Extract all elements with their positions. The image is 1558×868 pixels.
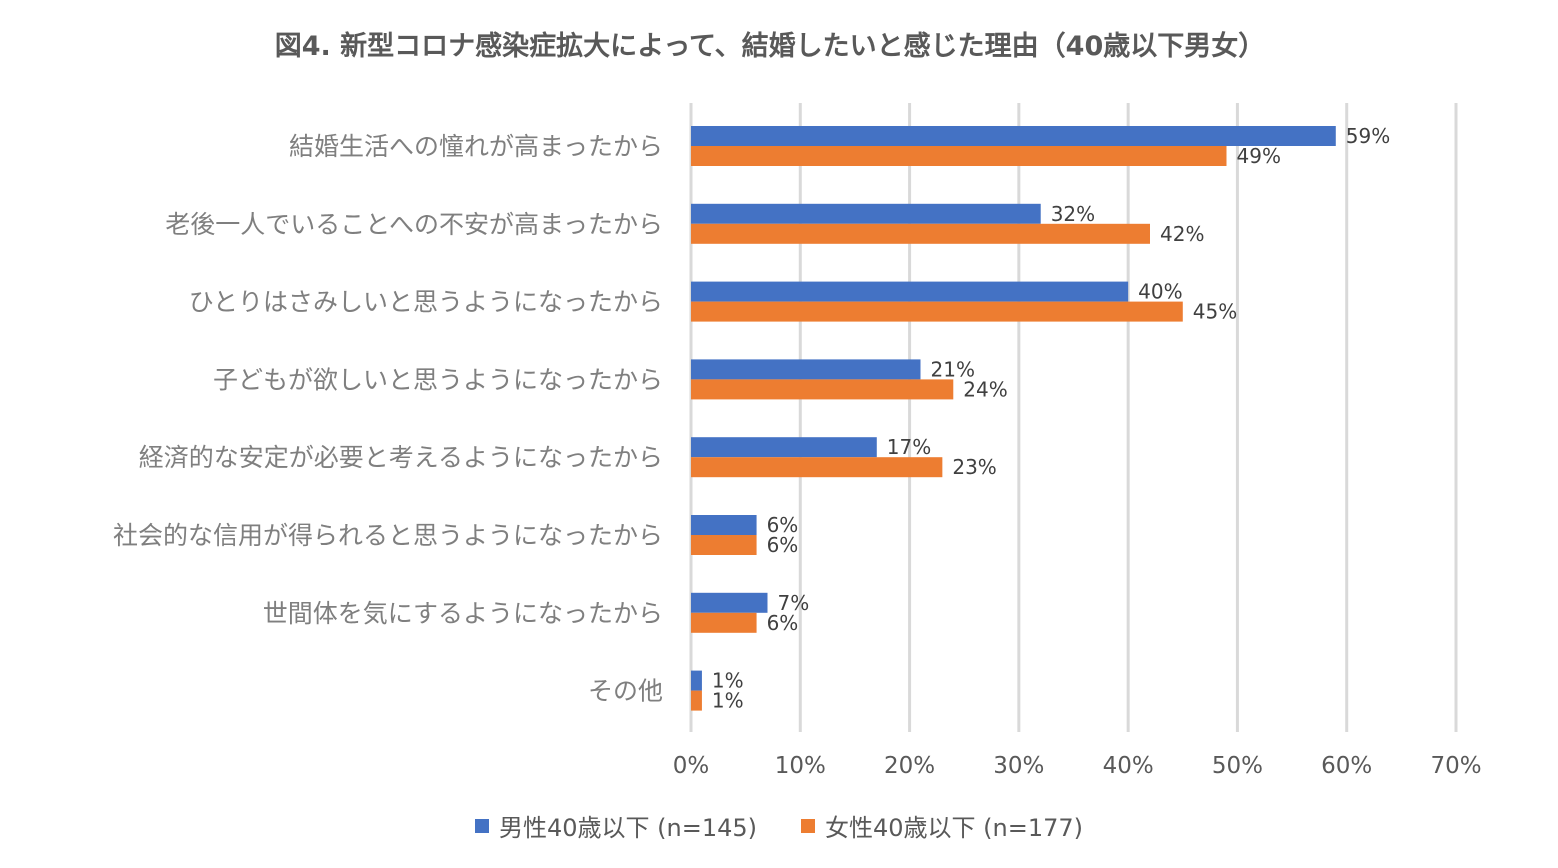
bar-female	[691, 535, 757, 555]
bar-female	[691, 301, 1183, 322]
x-tick-label: 70%	[1430, 753, 1481, 779]
bar-female	[691, 223, 1150, 244]
bar-female	[691, 457, 943, 478]
bar-male	[691, 592, 768, 613]
legend: 男性40歳以下 (n=145) 女性40歳以下 (n=177)	[0, 808, 1558, 843]
data-label: 45%	[1193, 300, 1237, 324]
bar-male	[691, 359, 921, 380]
data-label: 21%	[931, 357, 975, 381]
chart-title: 図4. 新型コロナ感染症拡大によって、結婚したいと感じた理由（40歳以下男女）	[274, 31, 1266, 62]
category-label: ひとりはさみしいと思うようになったから	[189, 288, 663, 317]
category-label: その他	[588, 677, 663, 706]
x-tick-label: 20%	[884, 753, 935, 779]
bar-male	[691, 126, 1336, 146]
x-tick-label: 40%	[1103, 753, 1154, 779]
bar-male	[691, 203, 1041, 224]
data-label: 6%	[767, 533, 799, 557]
x-tick-label: 10%	[775, 753, 826, 779]
data-label: 17%	[887, 435, 931, 459]
bar-male	[691, 437, 877, 458]
data-labels: 59%49%32%42%40%45%21%24%17%23%6%6%7%6%1%…	[712, 124, 1390, 713]
data-label: 24%	[963, 377, 1007, 401]
legend-item-male: 男性40歳以下 (n=145)	[474, 808, 757, 843]
category-label: 結婚生活への憧れが高まったから	[289, 132, 663, 161]
bar-female	[691, 612, 757, 633]
x-tick-label: 60%	[1321, 753, 1372, 779]
category-labels: 結婚生活への憧れが高まったから老後一人でいることへの不安が高まったからひとりはさ…	[113, 132, 663, 706]
legend-swatch-female	[801, 818, 815, 833]
data-label: 6%	[767, 513, 799, 537]
bar-female	[691, 690, 702, 711]
legend-item-female: 女性40歳以下 (n=177)	[801, 808, 1083, 843]
legend-label-female: 女性40歳以下 (n=177)	[825, 814, 1084, 842]
bars	[691, 126, 1336, 711]
bar-female	[691, 146, 1227, 166]
x-tick-label: 50%	[1212, 753, 1263, 779]
category-label: 子どもが欲しいと思うようになったから	[213, 365, 663, 394]
data-label: 42%	[1160, 222, 1204, 246]
x-axis-ticks: 0% 10% 20% 30% 40% 50% 60% 70%	[673, 753, 1482, 779]
category-label: 社会的な信用が得られると思うようになったから	[113, 521, 663, 550]
category-label: 経済的な安定が必要と考えるようになったから	[139, 443, 663, 472]
bar-male	[691, 670, 702, 691]
legend-swatch-male	[474, 818, 489, 833]
data-label: 1%	[712, 669, 744, 693]
x-tick-label: 30%	[993, 753, 1044, 779]
data-label: 59%	[1346, 124, 1390, 148]
data-label: 7%	[778, 591, 810, 615]
data-label: 49%	[1237, 144, 1281, 168]
gridlines	[689, 103, 1458, 732]
data-label: 6%	[767, 611, 799, 635]
data-label: 32%	[1051, 202, 1095, 226]
x-tick-label: 0%	[673, 753, 710, 779]
legend-label-male: 男性40歳以下 (n=145)	[498, 814, 757, 842]
data-label: 40%	[1138, 280, 1182, 304]
bar-female	[691, 379, 954, 400]
bar-male	[691, 281, 1129, 302]
data-label: 1%	[712, 689, 744, 713]
data-label: 23%	[952, 455, 996, 479]
category-label: 世間体を気にするようになったから	[263, 599, 663, 628]
category-label: 老後一人でいることへの不安が高まったから	[165, 210, 663, 239]
bar-male	[691, 515, 757, 535]
